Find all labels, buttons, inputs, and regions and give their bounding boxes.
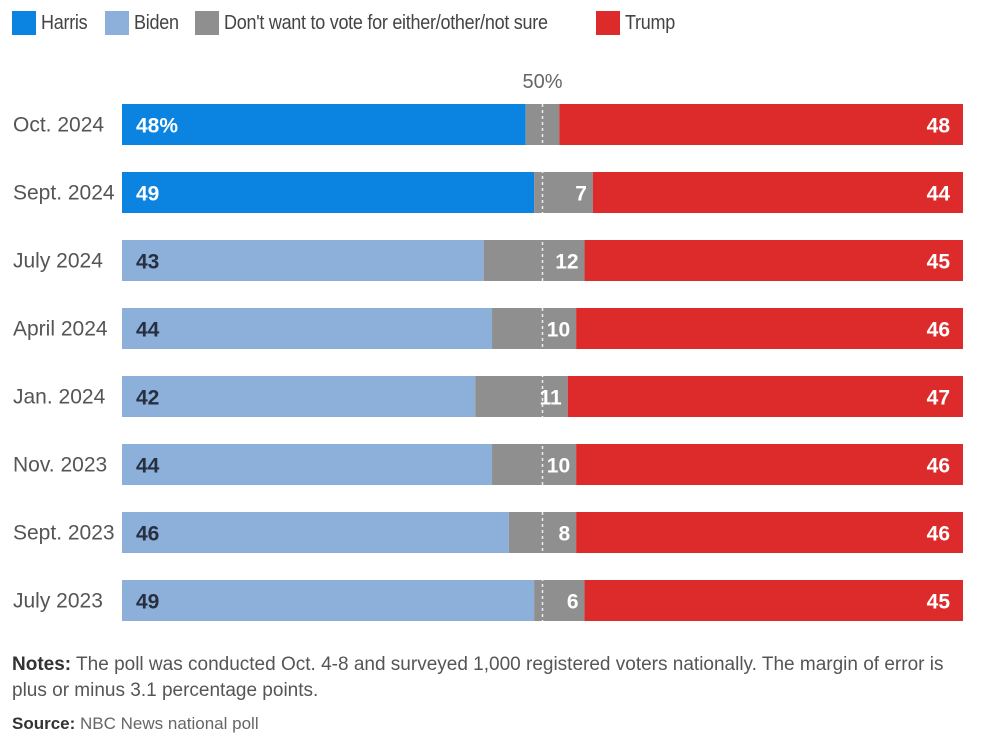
value-other-sept-2024: 7 — [575, 183, 587, 206]
source: Source: NBC News national poll — [12, 714, 259, 734]
bar-trump-sept-2023 — [576, 512, 963, 553]
legend-swatch-harris — [12, 11, 36, 35]
legend-swatch-other — [195, 11, 220, 35]
value-other-april-2024: 10 — [547, 319, 570, 342]
bar-trump-sept-2024 — [592, 172, 963, 213]
midline-label: 50% — [522, 71, 562, 93]
value-trump-nov-2023: 46 — [927, 455, 950, 478]
value-dem-nov-2023: 44 — [136, 455, 160, 478]
value-trump-july-2024: 45 — [927, 251, 951, 274]
notes-label: Notes: — [12, 654, 72, 675]
row-label-sept-2023: Sept. 2023 — [13, 522, 115, 545]
bar-other-jan-2024 — [475, 376, 568, 417]
value-trump-jan-2024: 47 — [927, 387, 950, 410]
value-other-sept-2023: 8 — [558, 523, 570, 546]
bar-dem-sept-2023 — [122, 512, 509, 553]
bar-dem-july-2023 — [122, 580, 535, 621]
value-dem-july-2024: 43 — [136, 251, 159, 274]
legend-label-other: Don't want to vote for either/other/not … — [224, 11, 548, 34]
value-trump-sept-2024: 44 — [927, 183, 951, 206]
row-label-jan-2024: Jan. 2024 — [13, 386, 106, 409]
notes: Notes: The poll was conducted Oct. 4-8 a… — [12, 652, 972, 704]
legend-swatch-trump — [595, 11, 620, 35]
bar-other-sept-2024 — [534, 172, 593, 213]
value-other-nov-2023: 10 — [547, 455, 570, 478]
source-text: NBC News national poll — [75, 714, 259, 733]
legend-item-other: Don't want to vote for either/other/not … — [195, 11, 584, 35]
value-dem-sept-2023: 46 — [136, 523, 159, 546]
notes-text: The poll was conducted Oct. 4-8 and surv… — [12, 654, 944, 701]
row-label-nov-2023: Nov. 2023 — [13, 454, 107, 477]
legend: Harris Biden Don't want to vote for eith… — [12, 10, 692, 36]
bar-dem-july-2024 — [122, 240, 484, 281]
legend-item-biden: Biden — [104, 11, 184, 35]
value-other-jan-2024: 11 — [540, 387, 563, 410]
legend-label-harris: Harris — [41, 11, 88, 34]
bar-other-nov-2023 — [492, 444, 577, 485]
bar-other-april-2024 — [492, 308, 577, 349]
row-label-oct-2024: Oct. 2024 — [13, 114, 104, 137]
value-other-july-2023: 6 — [567, 591, 579, 614]
value-dem-oct-2024: 48% — [136, 115, 178, 138]
bar-trump-nov-2023 — [576, 444, 963, 485]
value-dem-april-2024: 44 — [136, 319, 160, 342]
bar-trump-oct-2024 — [559, 104, 963, 145]
chart: Oct. 2024 48% 48 Sept. 2024 49 7 44 July 2024 43… — [13, 71, 963, 623]
value-dem-jan-2024: 42 — [136, 387, 159, 410]
bar-trump-april-2024 — [576, 308, 963, 349]
row-label-july-2024: July 2024 — [13, 250, 103, 273]
value-trump-july-2023: 45 — [927, 591, 951, 614]
value-dem-july-2023: 49 — [136, 591, 159, 614]
value-dem-sept-2024: 49 — [136, 183, 159, 206]
legend-label-biden: Biden — [133, 11, 179, 34]
value-other-july-2024: 12 — [555, 251, 578, 274]
row-label-sept-2024: Sept. 2024 — [13, 182, 115, 205]
source-label: Source: — [12, 714, 76, 733]
value-trump-sept-2023: 46 — [927, 523, 950, 546]
row-label-april-2024: April 2024 — [13, 318, 108, 341]
bar-dem-oct-2024 — [122, 104, 526, 145]
value-trump-oct-2024: 48 — [927, 115, 951, 138]
legend-label-trump: Trump — [624, 11, 675, 34]
bar-trump-july-2024 — [584, 240, 963, 281]
bar-trump-july-2023 — [584, 580, 963, 621]
bar-dem-nov-2023 — [122, 444, 493, 485]
bar-dem-sept-2024 — [122, 172, 535, 213]
bar-other-july-2024 — [483, 240, 585, 281]
legend-swatch-biden — [104, 11, 129, 35]
row-label-july-2023: July 2023 — [13, 590, 103, 613]
bar-dem-april-2024 — [122, 308, 493, 349]
legend-item-harris: Harris — [12, 11, 93, 35]
value-trump-april-2024: 46 — [927, 319, 950, 342]
bar-trump-jan-2024 — [567, 376, 963, 417]
legend-item-trump: Trump — [595, 11, 681, 35]
bar-dem-jan-2024 — [122, 376, 476, 417]
